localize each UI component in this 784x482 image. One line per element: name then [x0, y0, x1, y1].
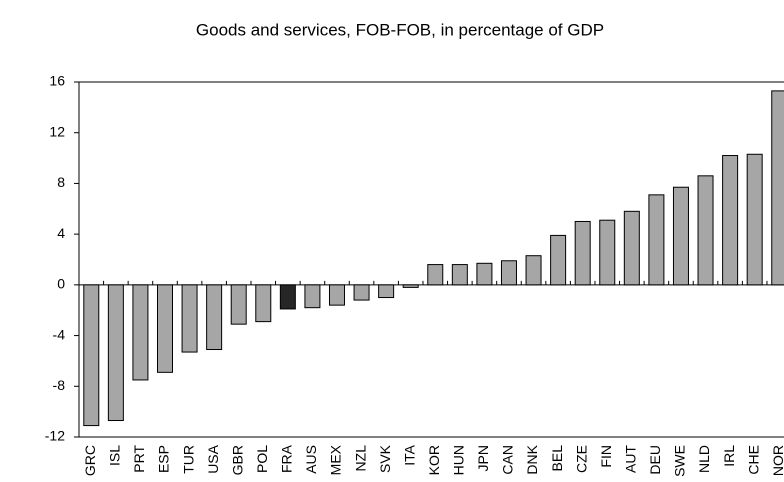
x-tick-label: MEX	[328, 444, 344, 475]
chart-title: Goods and services, FOB-FOB, in percenta…	[196, 20, 604, 39]
x-tick-label: GBR	[229, 445, 245, 475]
bar	[672, 186, 689, 286]
bar	[181, 284, 198, 353]
y-tick-label: -8	[53, 377, 66, 393]
bar	[746, 153, 763, 286]
bar	[230, 284, 247, 325]
x-tick-label: JPN	[475, 445, 491, 471]
bar	[500, 260, 517, 286]
x-tick-label: ITA	[401, 444, 417, 465]
bar	[107, 284, 124, 422]
bar	[279, 284, 296, 310]
bar	[525, 255, 542, 286]
x-tick-label: GRC	[82, 445, 98, 476]
x-tick-label: KOR	[426, 445, 442, 475]
x-tick-label: ISL	[107, 445, 123, 466]
bar	[550, 234, 567, 286]
plot-frame	[78, 81, 784, 438]
bar	[697, 175, 714, 286]
y-tick-label: 16	[49, 73, 65, 89]
x-tick-label: POL	[254, 445, 270, 473]
x-tick-label: FIN	[598, 445, 614, 468]
y-tick-label: 8	[57, 174, 65, 190]
bar	[83, 284, 100, 427]
x-tick-label: AUS	[303, 445, 319, 474]
bar	[132, 284, 149, 381]
x-tick-label: DNK	[524, 444, 540, 474]
y-tick-label: 4	[57, 225, 65, 241]
x-tick-label: CHE	[745, 445, 761, 475]
x-tick-label: CZE	[573, 445, 589, 473]
x-tick-label: CAN	[500, 445, 516, 475]
bar	[328, 284, 345, 306]
y-tick-label: -4	[53, 326, 66, 342]
bar	[378, 284, 395, 299]
bar	[206, 284, 223, 351]
bar	[156, 284, 173, 373]
x-tick-label: TUR	[180, 445, 196, 474]
bar	[402, 284, 419, 288]
bar	[648, 194, 665, 286]
y-tick-label: -12	[45, 428, 65, 444]
x-tick-label: AUT	[623, 445, 639, 473]
bar	[255, 284, 272, 323]
x-tick-label: FRA	[279, 444, 295, 473]
x-tick-label: IRL	[721, 445, 737, 467]
bar	[304, 284, 321, 309]
x-tick-label: USA	[205, 444, 221, 473]
x-tick-label: HUN	[451, 445, 467, 475]
bar	[722, 155, 739, 286]
bar	[599, 219, 616, 286]
bar	[427, 264, 444, 286]
bar	[476, 262, 493, 286]
bar	[451, 264, 468, 286]
x-tick-label: DEU	[647, 445, 663, 475]
y-tick-label: 0	[57, 276, 65, 292]
x-tick-label: NOR	[770, 445, 784, 476]
bar	[353, 284, 370, 301]
x-tick-label: ESP	[156, 445, 172, 473]
x-tick-label: NLD	[696, 445, 712, 473]
bar	[771, 90, 784, 286]
x-tick-label: SVK	[377, 444, 393, 473]
x-tick-label: BEL	[549, 445, 565, 472]
bar	[574, 220, 591, 286]
x-tick-label: NZL	[352, 445, 368, 472]
x-tick-label: SWE	[672, 445, 688, 477]
y-tick-label: 12	[49, 123, 65, 139]
x-tick-label: PRT	[131, 445, 147, 473]
bar	[623, 210, 640, 286]
